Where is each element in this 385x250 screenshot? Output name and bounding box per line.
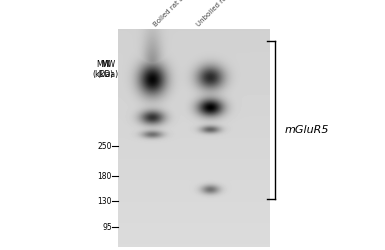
Text: 180: 180 [98, 172, 112, 181]
Text: mGluR5: mGluR5 [285, 124, 330, 134]
Text: MW
(kDa): MW (kDa) [92, 60, 114, 79]
Text: Unboiled rat brain: Unboiled rat brain [195, 0, 244, 28]
Text: 130: 130 [97, 197, 112, 206]
Text: MW
(kDa): MW (kDa) [97, 60, 119, 79]
Text: 95: 95 [102, 222, 112, 232]
Text: Boiled rat brain: Boiled rat brain [152, 0, 194, 28]
Text: 250: 250 [97, 142, 112, 151]
